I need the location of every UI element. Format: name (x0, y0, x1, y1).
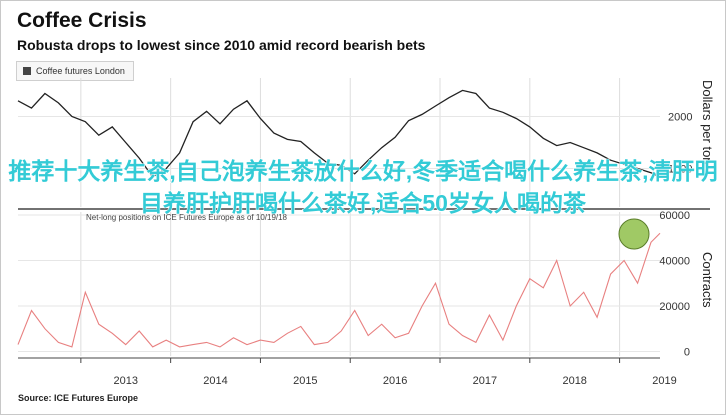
legend-label: Coffee futures London (36, 66, 125, 76)
y-tick-label-lower: 60000 (659, 210, 690, 222)
overlay-text: 推荐十大养生茶,自己泡养生茶放什么好,冬季适合喝什么养生茶,清肝明目养肝护肝喝什… (8, 158, 718, 217)
y-axis-ticks-lower: 0 20000 40000 60000 (18, 210, 690, 358)
price-series-line (17, 89, 661, 178)
grid-lower (80, 212, 621, 356)
chart-subtitle: Robusta drops to lowest since 2010 amid … (17, 37, 426, 53)
x-tick-label: 2013 (114, 375, 138, 387)
x-axis-ticks: 2013 2014 2015 2016 2017 2018 2019 (80, 358, 677, 387)
x-tick-label: 2019 (652, 375, 676, 387)
positions-series-line (17, 232, 661, 348)
y-tick-label-lower: 40000 (659, 255, 690, 267)
y-tick-label-upper: 1500 (668, 164, 692, 176)
x-tick-label: 2014 (203, 375, 227, 387)
y-axis-label-upper: Dollars per ton (700, 80, 715, 165)
x-tick-label: 2017 (473, 375, 497, 387)
x-tick-label: 2015 (293, 375, 317, 387)
x-tick-label: 2018 (562, 375, 586, 387)
y-tick-label-upper: 2000 (668, 111, 692, 123)
y-axis-label-lower: Contracts (700, 252, 715, 308)
legend: Coffee futures London (16, 61, 134, 81)
chart-note: Net-long positions on ICE Futures Europe… (86, 213, 288, 222)
source-note: Source: ICE Futures Europe (18, 393, 139, 403)
y-tick-label-lower: 20000 (659, 301, 690, 313)
y-axis-ticks-upper: 2000 1500 (18, 111, 692, 176)
grid-upper (80, 78, 621, 207)
chart-title: Coffee Crisis (17, 9, 147, 32)
x-tick-label: 2016 (383, 375, 407, 387)
y-tick-label-lower: 0 (684, 346, 690, 358)
highlight-circle (618, 218, 650, 250)
legend-swatch (23, 67, 31, 75)
